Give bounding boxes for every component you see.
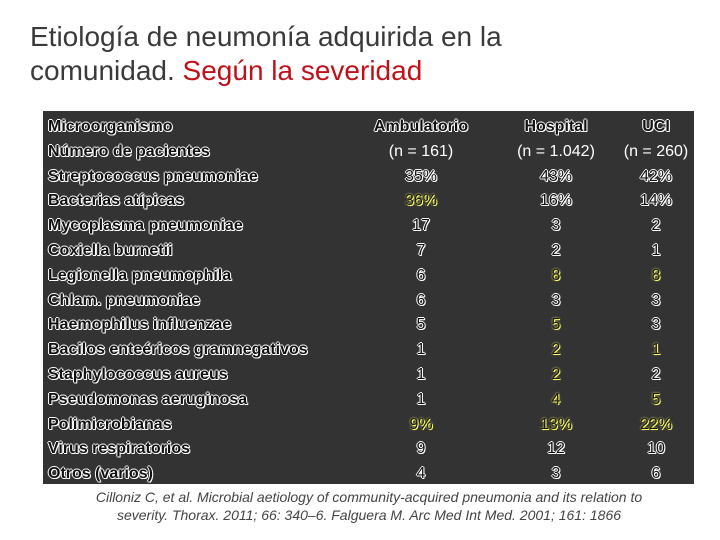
column-count: (n = 1.042)	[517, 142, 595, 160]
title-line-2-accent: Según la severidad	[182, 55, 423, 86]
cell: 6	[416, 266, 426, 284]
cell: 3	[551, 217, 561, 235]
cell: 2	[551, 341, 561, 359]
citation-line-2: severity. Thorax. 2011; 66: 340–6. Falgu…	[116, 507, 622, 523]
cell: 7	[416, 241, 426, 259]
row-labels-column: Microorganismo Número de pacientes Strep…	[48, 115, 308, 487]
cell: 22%	[639, 415, 673, 433]
column-ambulatorio: Ambulatorio (n = 161) 35% 36% 17 7 6 6 5…	[361, 115, 481, 487]
cell: 9%	[409, 415, 433, 433]
cell: 1	[416, 390, 426, 408]
cell: 6	[651, 465, 661, 483]
row-label: Mycoplasma pneumoniae	[48, 217, 243, 235]
title-line-2-main: comunidad.	[30, 55, 183, 86]
row-label: Bacterias atípicas	[48, 192, 185, 210]
title-line-2: comunidad. Según la severidad	[30, 54, 690, 88]
column-header: Ambulatorio	[373, 118, 469, 135]
column-header: Hospital	[524, 118, 588, 135]
row-label: Haemophilus influenzae	[48, 316, 232, 334]
row-label: Número de pacientes	[48, 142, 210, 160]
column-header: UCI	[642, 118, 670, 135]
cell: 36%	[404, 192, 438, 210]
cell: 2	[651, 217, 661, 235]
row-label: Otros (varios)	[48, 465, 153, 483]
cell: 42%	[639, 167, 673, 185]
row-label: Chlam. pneumoniae	[48, 291, 201, 309]
cell: 9	[416, 440, 426, 458]
cell: 43%	[539, 167, 573, 185]
cell: 1	[416, 341, 426, 359]
cell: 4	[551, 390, 561, 408]
cell: 3	[651, 316, 661, 334]
row-label: Polimicrobianas	[48, 415, 172, 433]
slide-title: Etiología de neumonía adquirida en la co…	[30, 20, 690, 88]
row-label: Staphylococcus aureus	[48, 365, 228, 383]
cell: 1	[416, 365, 426, 383]
title-line-1: Etiología de neumonía adquirida en la	[30, 21, 502, 52]
cell: 5	[551, 316, 561, 334]
citation-line-1: Cilloniz C, et al. Microbial aetiology o…	[95, 489, 643, 505]
cell: 5	[416, 316, 426, 334]
cell: 8	[551, 266, 561, 284]
cell: 3	[551, 465, 561, 483]
cell: 17	[412, 217, 430, 235]
column-count: (n = 161)	[388, 142, 454, 160]
row-label: Microorganismo	[48, 118, 173, 135]
column-hospital: Hospital (n = 1.042) 43% 16% 3 2 8 3 5 2…	[496, 115, 616, 487]
column-count: (n = 260)	[623, 142, 689, 160]
cell: 2	[551, 365, 561, 383]
cell: 3	[551, 291, 561, 309]
cell: 4	[416, 465, 426, 483]
cell: 35%	[404, 167, 438, 185]
row-label: Bacilos enteéricos gramnegativos	[48, 341, 308, 359]
cell: 2	[651, 365, 661, 383]
cell: 3	[651, 291, 661, 309]
row-label: Legionella pneumophila	[48, 266, 232, 284]
cell: 12	[547, 440, 565, 458]
cell: 13%	[539, 415, 573, 433]
row-label: Coxiella burnetii	[48, 241, 173, 259]
cell: 1	[651, 241, 661, 259]
row-label: Streptococcus pneumoniae	[48, 167, 258, 185]
cell: 10	[647, 440, 665, 458]
citation: Cilloniz C, et al. Microbial aetiology o…	[44, 488, 694, 524]
cell: 5	[651, 390, 661, 408]
cell: 8	[651, 266, 661, 284]
cell: 16%	[539, 192, 573, 210]
cell: 14%	[639, 192, 673, 210]
column-uci: UCI (n = 260) 42% 14% 2 1 8 3 3 1 2 5 22…	[618, 115, 694, 487]
cell: 1	[651, 341, 661, 359]
etiology-table: Microorganismo Número de pacientes Strep…	[43, 111, 694, 484]
row-label: Virus respiratorios	[48, 440, 190, 458]
cell: 6	[416, 291, 426, 309]
cell: 2	[551, 241, 561, 259]
row-label: Pseudomonas aeruginosa	[48, 390, 248, 408]
